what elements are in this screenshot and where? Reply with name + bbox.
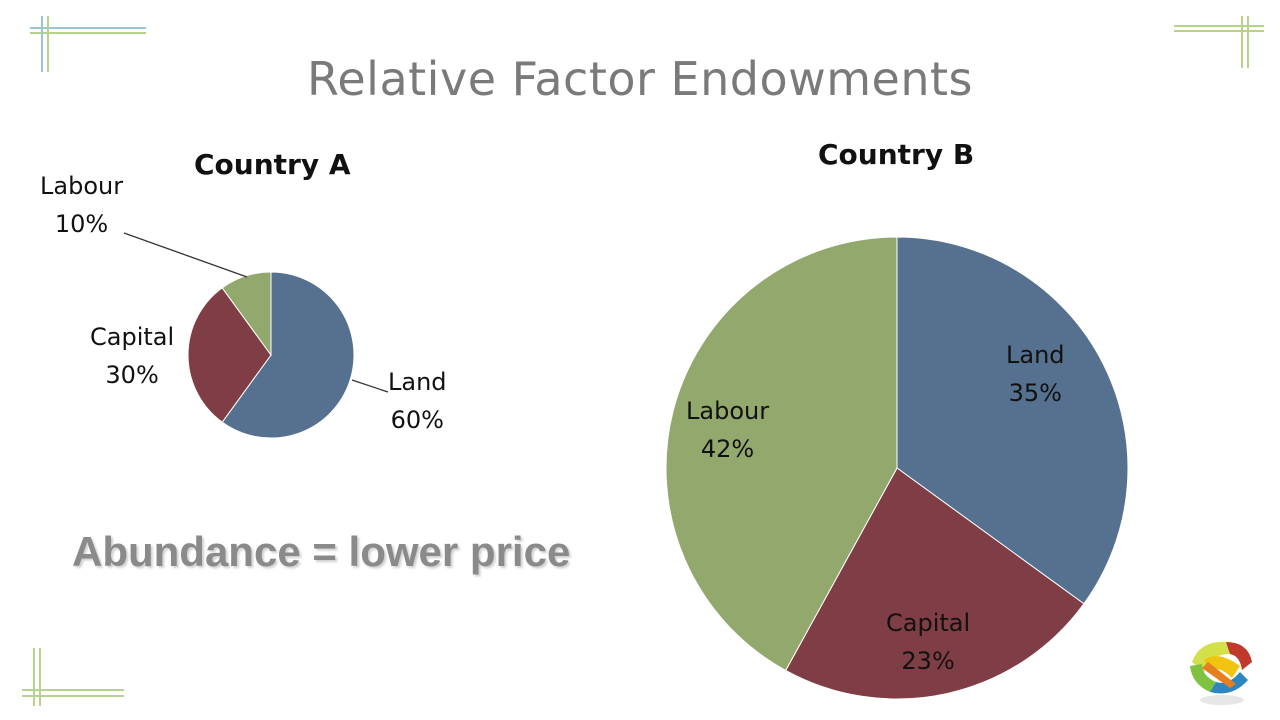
pie-chart-country-a (123, 232, 389, 439)
label-country-b-labour: Labour 42% (686, 392, 769, 468)
country-b-slice-capital (785, 467, 1085, 700)
label-name: Capital (886, 609, 971, 637)
leader-line-country-a-land (351, 379, 389, 393)
country-b-slice-land (896, 236, 1129, 605)
chart-title-country-a: Country A (194, 148, 351, 181)
corner-decoration-bottom-left (22, 648, 124, 706)
label-country-b-land: Land 35% (1006, 336, 1065, 412)
label-value: 23% (901, 647, 955, 675)
corner-decoration-top-left (30, 16, 146, 72)
label-name: Labour (686, 397, 770, 425)
country-b-slice-labour (665, 236, 898, 672)
label-country-a-capital: Capital 30% (90, 318, 174, 394)
label-name: Labour (40, 172, 124, 200)
label-value: 10% (54, 210, 109, 238)
pie-chart-country-b (665, 236, 1129, 700)
tagline: Abundance = lower price (72, 528, 571, 575)
label-name: Land (1006, 341, 1065, 369)
chart-title-country-b: Country B (818, 138, 975, 171)
label-value: 42% (700, 435, 755, 463)
logo-icon (1190, 641, 1252, 705)
label-name: Capital (90, 323, 175, 351)
label-value: 60% (390, 406, 444, 434)
country-a-slice-land (221, 271, 355, 439)
label-country-b-capital: Capital 23% (886, 604, 970, 680)
label-value: 30% (105, 361, 159, 389)
leader-line-country-a-labour (123, 232, 248, 278)
label-country-a-land: Land 60% (388, 363, 447, 439)
corner-decoration-top-right (1174, 16, 1264, 68)
label-country-a-labour: Labour 10% (40, 167, 123, 243)
country-a-slice-capital (187, 287, 272, 423)
slide-title: Relative Factor Endowments (306, 52, 973, 106)
label-value: 35% (1008, 379, 1062, 407)
label-name: Land (388, 368, 447, 396)
